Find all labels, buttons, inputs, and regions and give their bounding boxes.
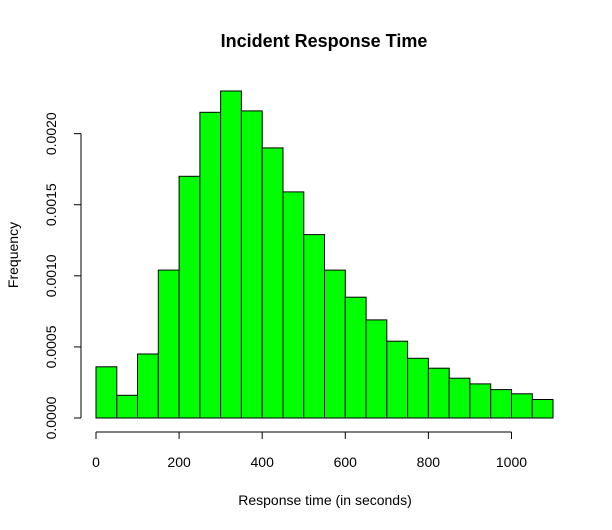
y-tick-label: 0.0015 <box>43 183 59 226</box>
y-tick-label: 0.0000 <box>43 396 59 439</box>
histogram-bar <box>178 175 201 419</box>
histogram-bars <box>95 90 554 419</box>
histogram-bar <box>282 191 305 419</box>
y-tick-label: 0.0005 <box>43 325 59 368</box>
histogram-bar <box>469 383 492 419</box>
histogram-bar <box>116 394 139 419</box>
histogram-bar <box>511 393 533 419</box>
chart-title: Incident Response Time <box>221 31 428 51</box>
x-tick-label: 600 <box>334 454 358 470</box>
x-tick-label: 400 <box>251 454 275 470</box>
histogram-bar <box>344 296 367 419</box>
histogram-bar <box>427 367 450 419</box>
histogram-bar <box>137 353 159 419</box>
histogram-bar <box>324 269 346 419</box>
histogram-bar <box>95 366 118 419</box>
x-tick-label: 800 <box>417 454 441 470</box>
x-tick-label: 200 <box>167 454 191 470</box>
histogram-bar <box>303 234 326 419</box>
y-tick-label: 0.0020 <box>43 112 59 155</box>
histogram-bar <box>407 357 429 419</box>
histogram-bar <box>199 111 222 419</box>
histogram-bar <box>386 340 409 419</box>
histogram-bar <box>220 90 242 419</box>
histogram-bar <box>261 147 284 419</box>
x-tick-label: 1000 <box>496 454 527 470</box>
histogram-bar <box>157 269 180 419</box>
x-axis-label: Response time (in seconds) <box>238 492 412 508</box>
histogram-bar <box>531 399 554 419</box>
histogram-bar <box>365 319 388 419</box>
x-axis: 0 200 400 600 800 1000 <box>92 431 527 470</box>
histogram-bar <box>490 389 513 419</box>
x-tick-label: 0 <box>92 454 100 470</box>
y-tick-label: 0.0010 <box>43 254 59 297</box>
y-axis: 0.0000 0.0005 0.0010 0.0015 0.0020 <box>43 112 82 439</box>
histogram-bar <box>448 377 471 419</box>
histogram-bar <box>240 110 263 419</box>
y-axis-label: Frequency <box>5 222 21 288</box>
